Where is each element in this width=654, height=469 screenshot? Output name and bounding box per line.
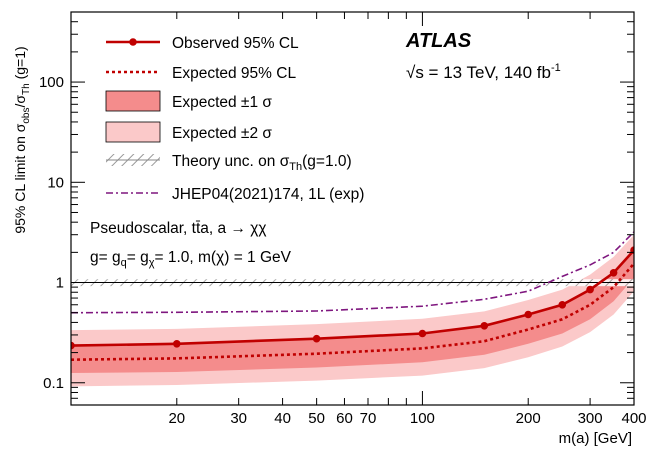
observed-point (418, 329, 427, 338)
x-tick-label: 100 (410, 410, 435, 427)
observed-point (524, 310, 532, 319)
observed-point (71, 341, 75, 350)
y-axis-label: 95% CL limit on σobs/σTh (g=1) (12, 46, 32, 233)
observed-point (558, 301, 567, 309)
svg-text:Expected 95% CL: Expected 95% CL (172, 65, 296, 82)
observed-point (173, 340, 181, 348)
axis-tick-labels: 20 30 40 50 60 70 100 200 300 400 0.1 1 10 100 (39, 74, 647, 427)
axis-ticks (70, 11, 635, 406)
plot-frame (70, 11, 635, 406)
expected-limit-line (71, 262, 634, 361)
atlas-label: ATLAS (405, 30, 472, 52)
legend-observed: Observed 95% CL (106, 35, 299, 52)
legend-expected: Expected 95% CL (106, 65, 296, 82)
observed-point (586, 285, 594, 294)
x-tick-label: 70 (360, 410, 377, 427)
observed-point (312, 334, 321, 343)
jhep-expected-line (71, 231, 634, 314)
x-axis-label: m(a) [GeV] (559, 430, 632, 447)
x-tick-label: 50 (308, 410, 325, 427)
y-tick-label: 10 (47, 174, 64, 191)
observed-limit-line (71, 249, 634, 347)
x-tick-label: 60 (336, 410, 353, 427)
x-tick-label: 200 (516, 410, 541, 427)
svg-text:Expected ±1 σ: Expected ±1 σ (172, 94, 272, 111)
observed-point (480, 322, 489, 330)
y-tick-label: 100 (39, 74, 64, 91)
energy-lumi-label: √s = 13 TeV, 140 fb-1 (406, 62, 561, 82)
expected-1sigma-band (71, 249, 634, 373)
legend-jhep: JHEP04(2021)174, 1L (exp) (106, 186, 364, 203)
svg-text:Expected ±2 σ: Expected ±2 σ (172, 125, 272, 142)
x-tick-label: 30 (230, 410, 247, 427)
y-tick-label: 0.1 (43, 375, 64, 392)
svg-text:JHEP04(2021)174, 1L (exp): JHEP04(2021)174, 1L (exp) (172, 186, 364, 203)
observed-markers (71, 246, 634, 350)
svg-text:Observed 95% CL: Observed 95% CL (172, 35, 299, 52)
svg-text:Theory unc. on σTh(g=1.0): Theory unc. on σTh(g=1.0) (172, 153, 352, 173)
legend-band1: Expected ±1 σ (105, 90, 272, 112)
x-tick-label: 40 (274, 410, 291, 427)
legend-band2: Expected ±2 σ (105, 121, 272, 143)
coupling-label: g= gq= gχ= 1.0, m(χ) = 1 GeV (90, 249, 292, 269)
x-tick-label: 20 (168, 410, 185, 427)
legend-theory: Theory unc. on σTh(g=1.0) (106, 153, 352, 173)
model-label: Pseudoscalar, tt̄a, a → χχ (90, 220, 267, 237)
x-tick-label: 300 (578, 410, 603, 427)
legend: Observed 95% CL Expected 95% CL Expected… (105, 35, 364, 203)
y-tick-label: 1 (56, 275, 64, 292)
observed-point (609, 269, 618, 277)
x-tick-label: 400 (621, 410, 646, 427)
